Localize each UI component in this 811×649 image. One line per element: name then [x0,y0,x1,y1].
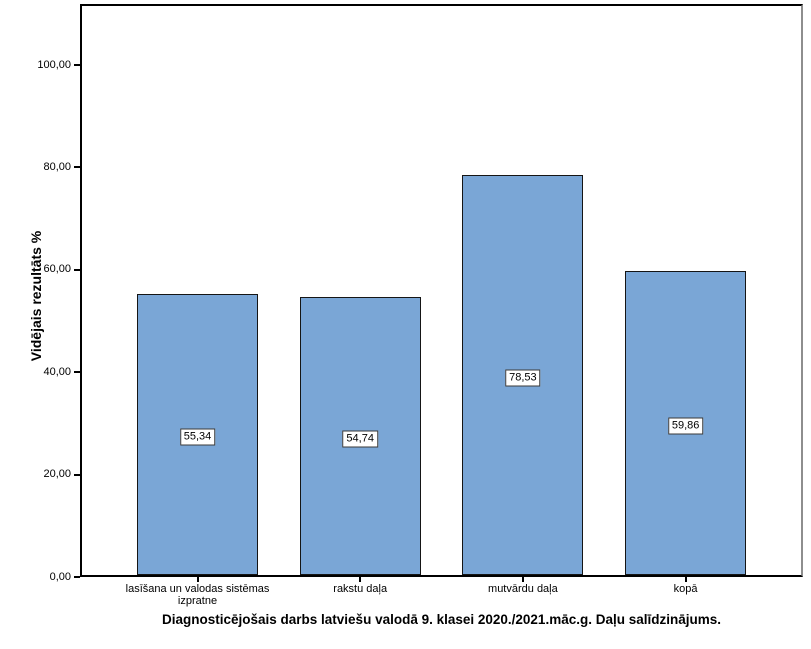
x-axis-category-label: kopā [673,583,698,595]
y-axis-tick-label: 20,00 [43,468,71,481]
bar-value-label: 78,53 [505,369,541,387]
y-axis-tick [74,371,80,374]
y-axis-tick [74,576,80,578]
y-axis-tick [74,166,80,169]
y-axis-tick-label: 0,00 [49,570,71,583]
y-axis-tick [74,473,80,476]
bar-value-label: 55,34 [179,428,216,446]
x-axis-tick [521,577,524,582]
y-axis-tick-label: 100,00 [37,58,71,71]
x-axis-category-label: rakstu daļa [333,583,388,595]
x-axis-tick [196,577,199,582]
bar-value-label: 59,86 [667,417,704,435]
x-axis-tick [684,577,687,582]
y-axis-tick [74,268,80,271]
x-axis-category-label: mutvārdu daļa [488,583,558,595]
y-axis-tick [74,64,80,66]
x-axis-category-label: lasīšana un valodas sistēmas izpratne [125,583,270,607]
x-axis-tick [359,577,362,582]
y-axis-tick-label: 80,00 [43,160,71,173]
y-axis-tick-label: 60,00 [43,263,71,276]
y-axis-title: Vidējais rezultāts % [28,230,44,362]
chart-title: Diagnosticējošais darbs latviešu valodā … [161,612,721,627]
bar-value-label: 54,74 [342,430,378,448]
y-axis-tick-label: 40,00 [43,365,71,378]
